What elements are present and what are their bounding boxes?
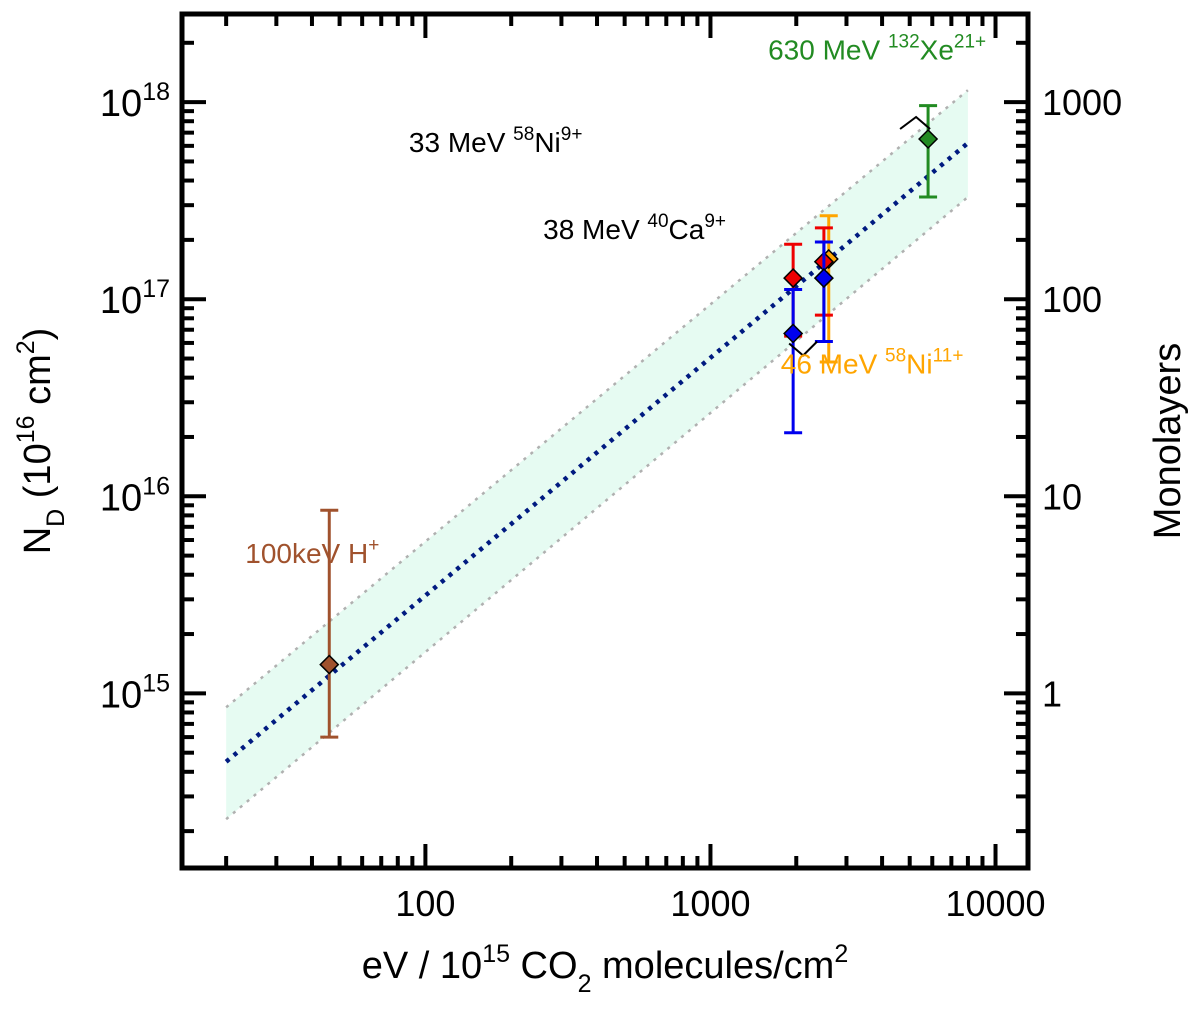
annotation-superscript: 21+ <box>954 31 986 52</box>
y-tick-base: 10 <box>100 280 142 322</box>
annotation-superscript: 40 <box>647 211 668 232</box>
data-points <box>319 104 939 739</box>
y2-tick-label: 100 <box>1042 279 1102 320</box>
x-axis-title-part: 2 <box>834 940 848 968</box>
annotation-text: Ni <box>906 348 932 379</box>
annotations: 100keV H+38 MeV 40Ca9+33 MeV 58Ni9+46 Me… <box>245 31 986 568</box>
annotation-superscript: 132 <box>888 31 920 52</box>
x-axis-title-part: 15 <box>482 940 510 968</box>
y-tick-exponent: 18 <box>142 78 170 106</box>
y2-tick-label: 1000 <box>1042 82 1122 123</box>
y-tick-exponent: 17 <box>142 275 170 303</box>
x-axis-title-part: eV / 10 <box>362 945 482 987</box>
y-axis-title-part: ) <box>17 328 59 341</box>
data-point <box>813 240 834 344</box>
y-axis-title-part: N <box>17 527 59 554</box>
y-axis-title-part: D <box>42 509 70 527</box>
y-tick-label: 1016 <box>100 472 170 519</box>
y-axis-title-part: 16 <box>12 415 40 443</box>
fit-line-path <box>224 141 970 764</box>
data-marker <box>319 654 340 675</box>
x-tick-label: 10000 <box>945 883 1045 924</box>
y-tick-label: 1018 <box>100 78 170 125</box>
annotation-ni11: 46 MeV 58Ni11+ <box>781 345 964 379</box>
data-marker <box>813 268 834 289</box>
leader-mark <box>899 115 931 130</box>
x-axis-title-part: 2 <box>578 970 592 998</box>
y-axis-title-part: (10 <box>17 443 59 508</box>
annotation-text: 38 MeV <box>543 214 647 245</box>
annotation-text: Ca <box>669 214 705 245</box>
annotation-superscript: 9+ <box>704 211 726 232</box>
annotation-text: 630 MeV <box>768 34 888 65</box>
annotation-superscript: 11+ <box>933 345 964 366</box>
plot-frame <box>179 11 1031 871</box>
x-axis-title: eV / 1015 CO2 molecules/cm2 <box>362 940 848 998</box>
y-tick-base: 10 <box>100 674 142 716</box>
y-axis-title-part: cm <box>17 354 59 415</box>
x-tick-label: 1000 <box>670 883 750 924</box>
data-marker <box>918 128 939 150</box>
data-marker <box>783 268 804 289</box>
annotation-text: 46 MeV <box>781 348 885 379</box>
annotation-text: 100keV H <box>245 538 368 569</box>
annotation-h: 100keV H+ <box>245 535 379 569</box>
band-upper-edge <box>225 89 969 709</box>
x-axis-title-part: molecules/cm <box>591 945 834 987</box>
y-axis-title: ND (1016 cm2) <box>12 328 70 555</box>
annotation-superscript: 58 <box>513 124 534 145</box>
y-tick-label: 1017 <box>100 275 170 322</box>
y-tick-exponent: 15 <box>142 669 170 697</box>
annotation-ca: 38 MeV 40Ca9+ <box>543 211 726 245</box>
x-tick-label: 100 <box>395 883 455 924</box>
x-axis-title-part: CO <box>510 945 578 987</box>
data-point <box>918 104 939 199</box>
annotation-superscript: + <box>368 535 379 556</box>
y-axis-title-part: 2 <box>12 340 40 354</box>
data-marker <box>783 323 804 344</box>
data-point <box>783 288 804 435</box>
fit-line <box>224 141 970 764</box>
annotation-text: Xe <box>920 34 954 65</box>
axes <box>179 11 1031 871</box>
data-point <box>319 508 340 739</box>
y2-tick-label: 10 <box>1042 476 1082 517</box>
y2-axis-title: Monolayers <box>1147 343 1189 539</box>
y-tick-label: 1015 <box>100 669 170 716</box>
y-tick-base: 10 <box>100 477 142 519</box>
y2-tick-label: 1 <box>1042 673 1062 714</box>
y-tick-exponent: 16 <box>142 472 170 500</box>
annotation-text: 33 MeV <box>409 127 513 158</box>
y-tick-base: 10 <box>100 83 142 125</box>
annotation-superscript: 58 <box>885 345 906 366</box>
annotation-ni9: 33 MeV 58Ni9+ <box>409 124 583 158</box>
annotation-text: Ni <box>534 127 560 158</box>
leader-mark <box>788 340 818 357</box>
annotation-xe: 630 MeV 132Xe21+ <box>768 31 986 65</box>
annotation-superscript: 9+ <box>561 124 583 145</box>
